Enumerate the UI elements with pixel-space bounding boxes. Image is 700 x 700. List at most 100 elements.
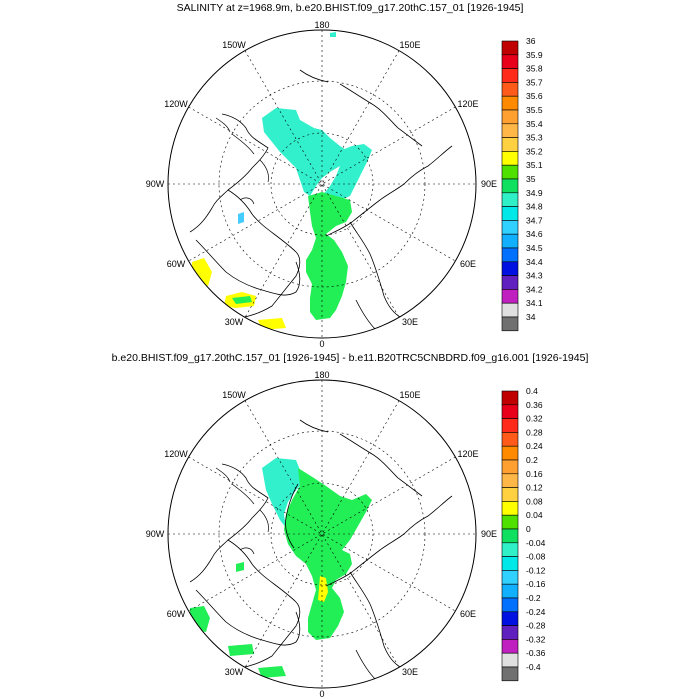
top-green-patch	[232, 296, 252, 304]
top-cyan-field-2	[322, 144, 372, 204]
colorbar-swatch	[501, 68, 519, 83]
top-cyan-field	[262, 108, 350, 196]
top-lon-label-90w: 90W	[146, 179, 165, 189]
colorbar-tick-label: 35.4	[526, 119, 543, 129]
top-lon-label-30e: 30E	[402, 317, 418, 327]
colorbar-swatch	[501, 528, 519, 544]
bottom-map-fields	[189, 419, 453, 681]
colorbar-tick-label: -0.32	[526, 634, 546, 644]
colorbar-swatch	[501, 556, 519, 571]
colorbar-tick-label: 0.08	[526, 496, 543, 506]
top-coastline-greenland	[195, 239, 301, 296]
colorbar-tick-label: 35.1	[526, 160, 543, 170]
colorbar-swatch	[501, 151, 519, 166]
colorbar-swatch	[501, 137, 519, 152]
top-green-field	[306, 192, 352, 320]
bottom-colorbar: 0.4 0.36 0.32 0.28 0.24 0.2 0.16 0.12 0.08 0.04 0 -…	[501, 386, 546, 682]
colorbar-swatch	[501, 233, 519, 249]
bottom-lon-label-60e: 60E	[460, 609, 476, 619]
colorbar-tick-label: -0.12	[526, 565, 546, 575]
colorbar-tick-label: -0.36	[526, 648, 546, 658]
top-lon-label-90e: 90E	[481, 179, 497, 189]
colorbar-tick-label: 35.2	[526, 146, 543, 156]
bottom-cyan-field	[262, 458, 306, 528]
top-lon-label-150e: 150E	[399, 40, 420, 50]
bottom-contour-line	[285, 483, 299, 549]
bottom-lon-label-180: 180	[314, 370, 329, 380]
colorbar-swatch	[501, 473, 519, 488]
colorbar-tick-label: -0.24	[526, 607, 546, 617]
colorbar-tick-label: 34.1	[526, 298, 543, 308]
colorbar-swatch	[501, 501, 519, 516]
colorbar-swatch	[501, 639, 519, 654]
colorbar-swatch	[501, 40, 519, 56]
bottom-map-border	[167, 379, 477, 689]
colorbar-tick-label: -0.2	[526, 593, 541, 603]
colorbar-swatch	[501, 82, 519, 97]
colorbar-swatch	[501, 597, 519, 613]
bottom-lon-label-120w: 120W	[164, 449, 188, 459]
colorbar-swatch	[501, 432, 519, 447]
colorbar-swatch	[501, 302, 519, 318]
bottom-green-speck	[236, 562, 244, 572]
colorbar-swatch	[501, 570, 519, 585]
colorbar-tick-label: 0.24	[526, 441, 543, 451]
bottom-lon-label-90e: 90E	[481, 529, 497, 539]
colorbar-tick-label: 34.9	[526, 188, 543, 198]
colorbar-swatch	[501, 445, 519, 461]
bottom-coastline-islands	[215, 467, 269, 555]
colorbar-swatch	[501, 289, 519, 304]
top-lon-label-150w: 150W	[222, 40, 246, 50]
colorbar-swatch	[501, 418, 519, 433]
top-lon-label-30w: 30W	[225, 317, 244, 327]
top-yellow-patch-1	[192, 258, 212, 286]
bottom-lon-label-0: 0	[319, 689, 324, 699]
colorbar-tick-label: 0.2	[526, 455, 538, 465]
colorbar-tick-label: 35.8	[526, 64, 543, 74]
colorbar-tick-label: 34.3	[526, 271, 543, 281]
top-colorbar: 36 35.9 35.8 35.7 35.6 35.5 35.4 35.3 35.2 35.1 35…	[501, 36, 543, 332]
colorbar-tick-label: 0.36	[526, 400, 543, 410]
colorbar-swatch	[501, 404, 519, 419]
bottom-graticule	[168, 380, 476, 688]
top-lon-label-0: 0	[319, 339, 324, 349]
colorbar-swatch	[501, 514, 519, 530]
colorbar-swatch	[501, 206, 519, 221]
bottom-lon-label-60w: 60W	[167, 609, 186, 619]
colorbar-tick-label: 34.8	[526, 202, 543, 212]
bottom-green-patch-2	[228, 644, 254, 656]
top-coastline-canada	[189, 113, 301, 319]
colorbar-swatch	[501, 247, 519, 263]
colorbar-swatch	[501, 261, 519, 276]
colorbar-tick-label: 0	[526, 524, 531, 534]
colorbar-tick-label: 35.3	[526, 133, 543, 143]
top-lon-label-120e: 120E	[457, 99, 478, 109]
top-map-border	[167, 29, 477, 339]
top-coastline-eurasia	[325, 145, 453, 331]
colorbar-tick-label: 0.12	[526, 483, 543, 493]
colorbar-tick-label: 34.5	[526, 243, 543, 253]
top-coastline-siberia	[299, 69, 423, 147]
top-yellow-patch-3	[258, 318, 286, 330]
colorbar-swatch	[501, 54, 519, 69]
colorbar-swatch	[501, 164, 519, 180]
colorbar-swatch	[501, 275, 519, 290]
colorbar-tick-label: 35.5	[526, 105, 543, 115]
top-panel-title: SALINITY at z=1968.9m, b.e20.BHIST.f09_g…	[176, 2, 524, 14]
colorbar-swatch	[501, 178, 519, 194]
colorbar-tick-label: 34.6	[526, 229, 543, 239]
bottom-lon-label-30e: 30E	[402, 667, 418, 677]
colorbar-swatch	[501, 123, 519, 138]
bottom-coastline-siberia	[299, 419, 423, 497]
colorbar-swatch	[501, 390, 519, 406]
colorbar-tick-label: -0.08	[526, 552, 546, 562]
bottom-lon-label-30w: 30W	[225, 667, 244, 677]
colorbar-swatch	[501, 109, 519, 125]
bottom-coastline-greenland	[195, 589, 301, 646]
top-salinity-map: 180 150W 150E 120W 120E 90W 90E 60W 60E …	[146, 20, 543, 349]
bottom-lon-label-120e: 120E	[457, 449, 478, 459]
colorbar-swatch	[501, 611, 519, 626]
colorbar-tick-label: -0.4	[526, 662, 541, 672]
colorbar-tick-label: 0.28	[526, 427, 543, 437]
bottom-lon-label-150e: 150E	[399, 390, 420, 400]
